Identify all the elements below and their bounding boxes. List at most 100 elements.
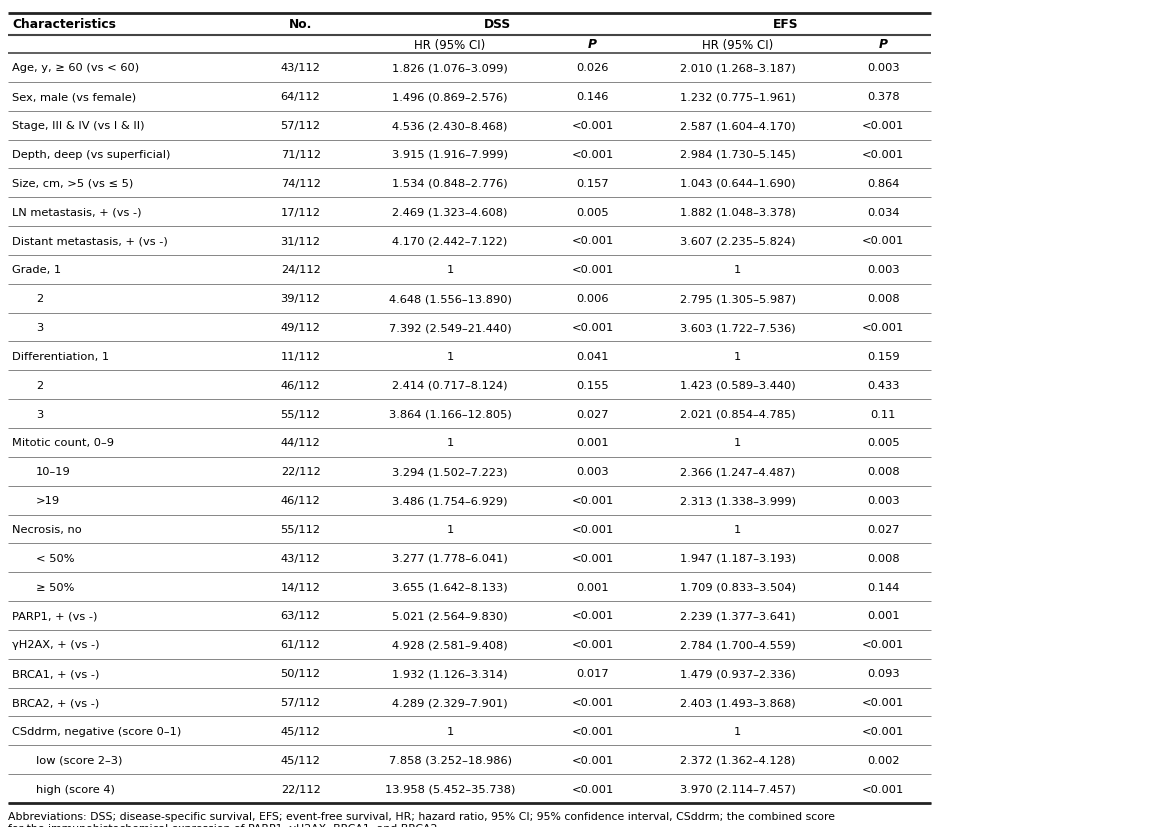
Text: 0.034: 0.034	[867, 208, 899, 218]
Text: Abbreviations: DSS; disease-specific survival, EFS; event-free survival, HR; haz: Abbreviations: DSS; disease-specific sur…	[8, 811, 836, 827]
Text: 4.289 (2.329–7.901): 4.289 (2.329–7.901)	[393, 697, 507, 707]
Text: 50/112: 50/112	[280, 668, 321, 678]
Text: 74/112: 74/112	[280, 179, 321, 189]
Text: 44/112: 44/112	[281, 437, 320, 448]
Text: <0.001: <0.001	[571, 784, 614, 794]
Text: 1: 1	[447, 265, 454, 275]
Text: 1: 1	[734, 437, 742, 448]
Text: 2.372 (1.362–4.128): 2.372 (1.362–4.128)	[680, 755, 796, 765]
Text: 0.159: 0.159	[867, 351, 899, 361]
Text: 1.947 (1.187–3.193): 1.947 (1.187–3.193)	[680, 553, 796, 563]
Text: 2.469 (1.323–4.608): 2.469 (1.323–4.608)	[393, 208, 507, 218]
Text: 0.378: 0.378	[867, 92, 899, 103]
Text: Differentiation, 1: Differentiation, 1	[12, 351, 109, 361]
Text: <0.001: <0.001	[571, 150, 614, 160]
Text: <0.001: <0.001	[861, 639, 905, 649]
Text: 4.170 (2.442–7.122): 4.170 (2.442–7.122)	[393, 237, 507, 246]
Text: 2.795 (1.305–5.987): 2.795 (1.305–5.987)	[680, 294, 796, 304]
Text: ≥ 50%: ≥ 50%	[36, 582, 75, 592]
Text: 0.026: 0.026	[577, 64, 608, 74]
Text: 2.784 (1.700–4.559): 2.784 (1.700–4.559)	[680, 639, 796, 649]
Text: 0.008: 0.008	[867, 553, 899, 563]
Text: 3.277 (1.778–6.041): 3.277 (1.778–6.041)	[393, 553, 507, 563]
Text: 2.984 (1.730–5.145): 2.984 (1.730–5.145)	[680, 150, 796, 160]
Text: 46/112: 46/112	[281, 380, 320, 390]
Text: Age, y, ≥ 60 (vs < 60): Age, y, ≥ 60 (vs < 60)	[12, 64, 139, 74]
Text: 63/112: 63/112	[280, 611, 321, 621]
Text: 2.403 (1.493–3.868): 2.403 (1.493–3.868)	[680, 697, 796, 707]
Text: <0.001: <0.001	[571, 323, 614, 332]
Text: <0.001: <0.001	[571, 121, 614, 131]
Text: <0.001: <0.001	[861, 784, 905, 794]
Text: Characteristics: Characteristics	[12, 18, 116, 31]
Text: 0.093: 0.093	[867, 668, 899, 678]
Text: 0.003: 0.003	[867, 495, 899, 505]
Text: 0.005: 0.005	[867, 437, 899, 448]
Text: <0.001: <0.001	[861, 150, 905, 160]
Text: 2.366 (1.247–4.487): 2.366 (1.247–4.487)	[680, 466, 796, 476]
Text: high (score 4): high (score 4)	[36, 784, 115, 794]
Text: 64/112: 64/112	[281, 92, 320, 103]
Text: Size, cm, >5 (vs ≤ 5): Size, cm, >5 (vs ≤ 5)	[12, 179, 134, 189]
Text: 0.155: 0.155	[577, 380, 608, 390]
Text: 1.709 (0.833–3.504): 1.709 (0.833–3.504)	[680, 582, 796, 592]
Text: CSddrm, negative (score 0–1): CSddrm, negative (score 0–1)	[12, 726, 182, 736]
Text: 0.006: 0.006	[577, 294, 608, 304]
Text: <0.001: <0.001	[571, 524, 614, 534]
Text: <0.001: <0.001	[861, 323, 905, 332]
Text: <0.001: <0.001	[571, 553, 614, 563]
Text: 1: 1	[734, 726, 742, 736]
Text: EFS: EFS	[772, 18, 798, 31]
Text: Sex, male (vs female): Sex, male (vs female)	[12, 92, 136, 103]
Text: DSS: DSS	[484, 18, 511, 31]
Text: 55/112: 55/112	[280, 409, 321, 419]
Text: γH2AX, + (vs -): γH2AX, + (vs -)	[12, 639, 100, 649]
Text: >19: >19	[36, 495, 60, 505]
Text: 24/112: 24/112	[281, 265, 320, 275]
Text: 2.414 (0.717–8.124): 2.414 (0.717–8.124)	[393, 380, 507, 390]
Text: 0.157: 0.157	[577, 179, 608, 189]
Text: 22/112: 22/112	[281, 466, 320, 476]
Text: Grade, 1: Grade, 1	[12, 265, 61, 275]
Text: 1.043 (0.644–1.690): 1.043 (0.644–1.690)	[680, 179, 796, 189]
Text: 4.928 (2.581–9.408): 4.928 (2.581–9.408)	[393, 639, 507, 649]
Text: Necrosis, no: Necrosis, no	[12, 524, 82, 534]
Text: 5.021 (2.564–9.830): 5.021 (2.564–9.830)	[393, 611, 507, 621]
Text: 2: 2	[36, 380, 43, 390]
Text: 3.864 (1.166–12.805): 3.864 (1.166–12.805)	[389, 409, 511, 419]
Text: <0.001: <0.001	[861, 697, 905, 707]
Text: <0.001: <0.001	[571, 611, 614, 621]
Text: 0.008: 0.008	[867, 294, 899, 304]
Text: 0.041: 0.041	[577, 351, 608, 361]
Text: 71/112: 71/112	[280, 150, 321, 160]
Text: 10–19: 10–19	[36, 466, 71, 476]
Text: No.: No.	[289, 18, 312, 31]
Text: 1.496 (0.869–2.576): 1.496 (0.869–2.576)	[393, 92, 507, 103]
Text: HR (95% CI): HR (95% CI)	[415, 38, 485, 51]
Text: 57/112: 57/112	[280, 697, 321, 707]
Text: 1.232 (0.775–1.961): 1.232 (0.775–1.961)	[680, 92, 796, 103]
Text: 1: 1	[734, 351, 742, 361]
Text: P: P	[879, 38, 887, 51]
Text: 0.003: 0.003	[867, 265, 899, 275]
Text: <0.001: <0.001	[571, 495, 614, 505]
Text: PARP1, + (vs -): PARP1, + (vs -)	[12, 611, 97, 621]
Text: 1.882 (1.048–3.378): 1.882 (1.048–3.378)	[680, 208, 796, 218]
Text: 22/112: 22/112	[281, 784, 320, 794]
Text: 1.932 (1.126–3.314): 1.932 (1.126–3.314)	[393, 668, 507, 678]
Text: Stage, III & IV (vs I & II): Stage, III & IV (vs I & II)	[12, 121, 144, 131]
Text: 46/112: 46/112	[281, 495, 320, 505]
Text: <0.001: <0.001	[571, 639, 614, 649]
Text: 1: 1	[734, 524, 742, 534]
Text: <0.001: <0.001	[861, 121, 905, 131]
Text: 2.239 (1.377–3.641): 2.239 (1.377–3.641)	[680, 611, 796, 621]
Text: 0.008: 0.008	[867, 466, 899, 476]
Text: 3.486 (1.754–6.929): 3.486 (1.754–6.929)	[393, 495, 507, 505]
Text: 3.915 (1.916–7.999): 3.915 (1.916–7.999)	[393, 150, 507, 160]
Text: 0.017: 0.017	[577, 668, 608, 678]
Text: 0.144: 0.144	[867, 582, 899, 592]
Text: 3.294 (1.502–7.223): 3.294 (1.502–7.223)	[393, 466, 507, 476]
Text: 3.970 (2.114–7.457): 3.970 (2.114–7.457)	[680, 784, 796, 794]
Text: <0.001: <0.001	[861, 237, 905, 246]
Text: BRCA2, + (vs -): BRCA2, + (vs -)	[12, 697, 100, 707]
